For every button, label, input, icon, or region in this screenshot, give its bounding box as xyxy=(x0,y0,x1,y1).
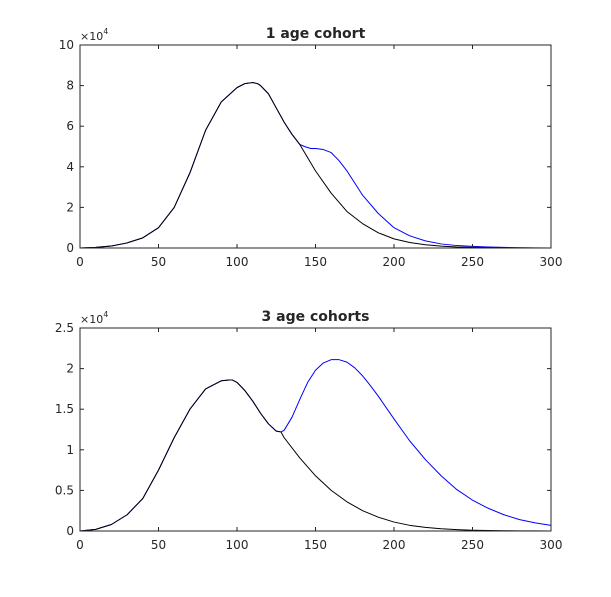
x-tick-label: 300 xyxy=(540,255,563,269)
series-line-1 xyxy=(79,379,552,532)
y-exponent-label: ×104 xyxy=(80,310,108,326)
y-tick-label: 8 xyxy=(66,79,74,93)
tick-layer: 0 50 100 150 200 250 300 0 2 4 6 8 10 xyxy=(59,38,563,269)
chart-3-age-cohorts: 3 age cohorts ×104 0 50 100 150 200 250 300 0 0.… xyxy=(55,309,563,552)
x-tick-label: 0 xyxy=(76,538,84,552)
chart-title: 3 age cohorts xyxy=(262,309,370,325)
tick-layer: 0 50 100 150 200 250 300 0 0.5 1 1.5 2 2.5 xyxy=(55,321,563,552)
x-tick-label: 200 xyxy=(383,538,406,552)
y-tick-label: 2 xyxy=(66,200,74,214)
x-tick-label: 200 xyxy=(383,255,406,269)
y-tick-label: 6 xyxy=(66,119,74,133)
x-tick-label: 150 xyxy=(304,255,327,269)
x-tick-label: 0 xyxy=(76,255,84,269)
chart-1-age-cohort: 1 age cohort ×104 0 50 100 150 200 250 300 0 2 4 6… xyxy=(59,26,563,269)
y-tick-label: 10 xyxy=(59,38,74,52)
x-tick-label: 250 xyxy=(461,538,484,552)
x-tick-label: 100 xyxy=(226,255,249,269)
y-exponent-label: ×104 xyxy=(80,27,108,43)
series-layer xyxy=(79,82,552,249)
y-tick-label: 4 xyxy=(66,160,74,174)
y-tick-label: 2 xyxy=(66,362,74,376)
y-tick-label: 0 xyxy=(66,241,74,255)
x-tick-label: 100 xyxy=(226,538,249,552)
x-tick-label: 150 xyxy=(304,538,327,552)
y-tick-label: 0 xyxy=(66,524,74,538)
x-tick-label: 250 xyxy=(461,255,484,269)
y-tick-label: 2.5 xyxy=(55,321,74,335)
series-line-1 xyxy=(79,82,552,249)
series-layer xyxy=(79,359,552,532)
y-tick-label: 0.5 xyxy=(55,483,74,497)
y-tick-label: 1.5 xyxy=(55,402,74,416)
x-tick-label: 50 xyxy=(151,538,166,552)
y-tick-label: 1 xyxy=(66,443,74,457)
x-tick-label: 50 xyxy=(151,255,166,269)
x-tick-label: 300 xyxy=(540,538,563,552)
chart-title: 1 age cohort xyxy=(266,26,366,42)
